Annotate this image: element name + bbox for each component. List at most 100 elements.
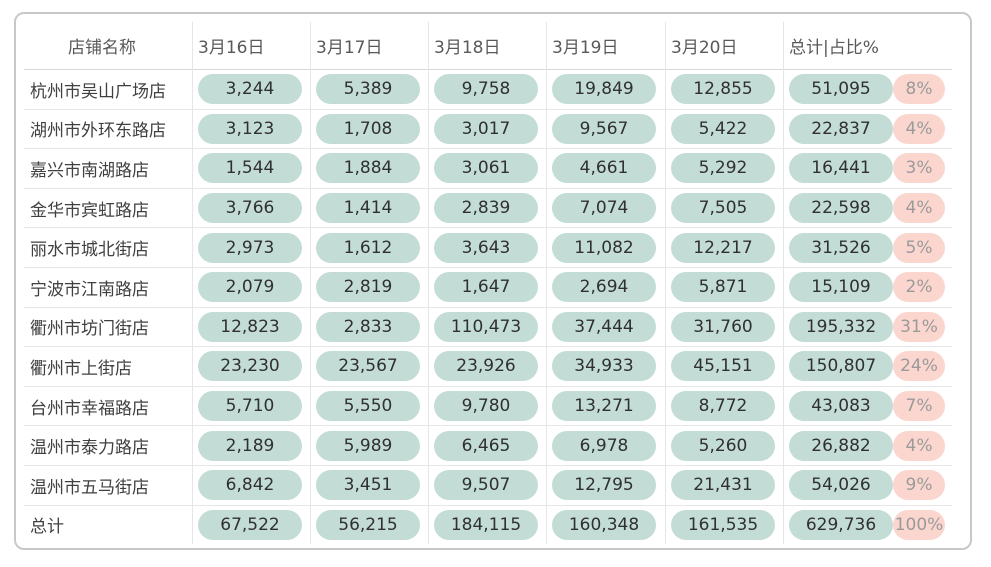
daily-sales-value: 9,567: [552, 113, 656, 144]
daily-sales-value: 3,123: [198, 113, 302, 144]
daily-sales-value: 34,933: [552, 351, 656, 382]
daily-sales-value: 67,522: [198, 509, 302, 540]
sales-table: 店铺名称 3月16日 3月17日 3月18日 3月19日 3月20日 总计|占比…: [24, 22, 952, 545]
daily-sales-value: 23,567: [316, 351, 420, 382]
store-name: 温州市泰力路店: [30, 438, 149, 459]
daily-sales-value: 12,217: [671, 232, 775, 263]
row-total-value: 26,882: [789, 430, 893, 461]
column-divider: [783, 22, 784, 545]
header-row: 店铺名称 3月16日 3月17日 3月18日 3月19日 3月20日 总计|占比…: [24, 22, 952, 70]
store-name: 温州市五马街店: [30, 477, 149, 498]
row-total-value: 22,598: [789, 193, 893, 224]
daily-sales-value: 1,708: [316, 113, 420, 144]
table-body: 杭州市吴山广场店 3,244 5,389 9,758 19,849 12,855 51,09…: [24, 70, 952, 544]
daily-sales-value: 11,082: [552, 232, 656, 263]
daily-sales-value: 13,271: [552, 391, 656, 422]
daily-sales-value: 5,292: [671, 153, 775, 184]
table-row: 嘉兴市南湖路店 1,544 1,884 3,061 4,661 5,292 16,441 3%: [24, 149, 952, 189]
table-row: 湖州市外环东路店 3,123 1,708 3,017 9,567 5,422 22,837 4…: [24, 110, 952, 150]
daily-sales-value: 12,795: [552, 470, 656, 501]
store-name: 台州市幸福路店: [30, 398, 149, 419]
column-divider: [546, 22, 547, 545]
column-divider: [665, 22, 666, 545]
header-total-share: 总计|占比%: [789, 38, 879, 58]
share-percent-badge: 7%: [893, 391, 945, 422]
table-row: 丽水市城北街店 2,973 1,612 3,643 11,082 12,217 31,526…: [24, 228, 952, 268]
daily-sales-value: 23,926: [434, 351, 538, 382]
column-divider: [428, 22, 429, 545]
daily-sales-value: 2,079: [198, 272, 302, 303]
daily-sales-value: 3,061: [434, 153, 538, 184]
header-date-1: 3月16日: [198, 38, 265, 58]
store-name: 嘉兴市南湖路店: [30, 160, 149, 181]
row-total-value: 51,095: [789, 74, 893, 105]
share-percent-badge: 100%: [893, 509, 945, 540]
row-total-value: 195,332: [789, 311, 893, 342]
table-row: 宁波市江南路店 2,079 2,819 1,647 2,694 5,871 15,109 2%: [24, 268, 952, 308]
daily-sales-value: 1,414: [316, 193, 420, 224]
header-date-4: 3月19日: [552, 38, 619, 58]
daily-sales-value: 37,444: [552, 311, 656, 342]
daily-sales-value: 3,643: [434, 232, 538, 263]
table-row: 衢州市坊门街店 12,823 2,833 110,473 37,444 31,760 195…: [24, 308, 952, 348]
header-store-name: 店铺名称: [68, 38, 136, 58]
daily-sales-value: 5,422: [671, 113, 775, 144]
daily-sales-value: 5,389: [316, 74, 420, 105]
header-date-5: 3月20日: [671, 38, 738, 58]
share-percent-badge: 4%: [893, 430, 945, 461]
daily-sales-value: 23,230: [198, 351, 302, 382]
daily-sales-value: 5,989: [316, 430, 420, 461]
daily-sales-value: 9,780: [434, 391, 538, 422]
daily-sales-value: 2,973: [198, 232, 302, 263]
daily-sales-value: 161,535: [671, 509, 775, 540]
store-name: 衢州市坊门街店: [30, 319, 149, 340]
row-total-value: 54,026: [789, 470, 893, 501]
store-name: 宁波市江南路店: [30, 279, 149, 300]
daily-sales-value: 21,431: [671, 470, 775, 501]
daily-sales-value: 110,473: [434, 311, 538, 342]
daily-sales-value: 7,074: [552, 193, 656, 224]
daily-sales-value: 2,694: [552, 272, 656, 303]
table-row: 衢州市上街店 23,230 23,567 23,926 34,933 45,151 150,…: [24, 347, 952, 387]
row-total-value: 16,441: [789, 153, 893, 184]
daily-sales-value: 3,244: [198, 74, 302, 105]
daily-sales-value: 6,978: [552, 430, 656, 461]
header-date-3: 3月18日: [434, 38, 501, 58]
share-percent-badge: 24%: [893, 351, 945, 382]
daily-sales-value: 2,189: [198, 430, 302, 461]
daily-sales-value: 45,151: [671, 351, 775, 382]
daily-sales-value: 160,348: [552, 509, 656, 540]
table-row: 杭州市吴山广场店 3,244 5,389 9,758 19,849 12,855 51,09…: [24, 70, 952, 110]
daily-sales-value: 9,507: [434, 470, 538, 501]
share-percent-badge: 9%: [893, 470, 945, 501]
table-row: 温州市泰力路店 2,189 5,989 6,465 6,978 5,260 26,882 4%: [24, 426, 952, 466]
store-name: 金华市宾虹路店: [30, 200, 149, 221]
column-divider: [310, 22, 311, 545]
daily-sales-value: 9,758: [434, 74, 538, 105]
store-name: 杭州市吴山广场店: [30, 81, 166, 102]
row-total-value: 22,837: [789, 113, 893, 144]
row-total-value: 629,736: [789, 509, 893, 540]
daily-sales-value: 3,017: [434, 113, 538, 144]
daily-sales-value: 1,544: [198, 153, 302, 184]
daily-sales-value: 8,772: [671, 391, 775, 422]
daily-sales-value: 6,465: [434, 430, 538, 461]
daily-sales-value: 5,550: [316, 391, 420, 422]
share-percent-badge: 31%: [893, 311, 945, 342]
daily-sales-value: 7,505: [671, 193, 775, 224]
store-name: 衢州市上街店: [30, 358, 132, 379]
share-percent-badge: 5%: [893, 232, 945, 263]
row-total-value: 31,526: [789, 232, 893, 263]
daily-sales-value: 2,819: [316, 272, 420, 303]
daily-sales-value: 5,260: [671, 430, 775, 461]
share-percent-badge: 4%: [893, 193, 945, 224]
daily-sales-value: 31,760: [671, 311, 775, 342]
daily-sales-value: 6,842: [198, 470, 302, 501]
share-percent-badge: 4%: [893, 113, 945, 144]
daily-sales-value: 12,855: [671, 74, 775, 105]
daily-sales-value: 1,647: [434, 272, 538, 303]
daily-sales-value: 56,215: [316, 509, 420, 540]
table-row: 金华市宾虹路店 3,766 1,414 2,839 7,074 7,505 22,598 4%: [24, 189, 952, 229]
daily-sales-value: 5,871: [671, 272, 775, 303]
daily-sales-value: 2,833: [316, 311, 420, 342]
